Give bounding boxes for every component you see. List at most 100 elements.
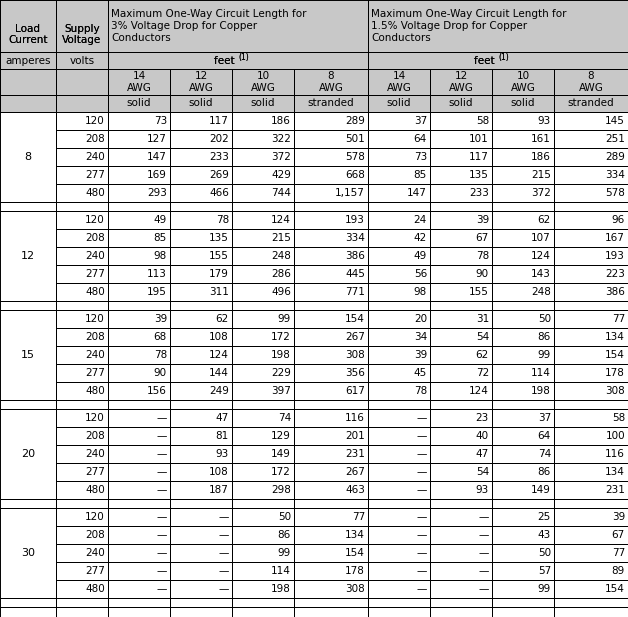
Bar: [0, 508, 56, 598]
Text: 134: 134: [605, 467, 625, 477]
Bar: [554, 382, 628, 400]
Bar: [492, 364, 554, 382]
Text: 78: 78: [476, 251, 489, 261]
Bar: [430, 544, 492, 562]
Bar: [108, 499, 170, 508]
Bar: [56, 481, 108, 499]
Bar: [170, 364, 232, 382]
Bar: [56, 148, 108, 166]
Bar: [232, 427, 294, 445]
Bar: [56, 166, 108, 184]
Text: —: —: [156, 467, 167, 477]
Text: Maximum One-Way Circuit Length for
1.5% Voltage Drop for Copper
Conductors: Maximum One-Way Circuit Length for 1.5% …: [371, 9, 566, 43]
Text: 240: 240: [85, 449, 105, 459]
Text: 81: 81: [216, 431, 229, 441]
Bar: [554, 400, 628, 409]
Bar: [108, 301, 170, 310]
Bar: [56, 0, 108, 69]
Text: 34: 34: [414, 332, 427, 342]
Bar: [492, 445, 554, 463]
Text: feet: feet: [214, 56, 238, 65]
Bar: [294, 544, 368, 562]
Bar: [430, 580, 492, 598]
Bar: [232, 328, 294, 346]
Text: feet: feet: [214, 56, 238, 65]
Bar: [430, 598, 492, 607]
Bar: [294, 265, 368, 283]
Bar: [492, 499, 554, 508]
Bar: [430, 562, 492, 580]
Text: —: —: [156, 584, 167, 594]
Text: 64: 64: [538, 431, 551, 441]
Bar: [170, 364, 232, 382]
Text: (1): (1): [238, 53, 249, 62]
Bar: [294, 95, 368, 112]
Bar: [294, 211, 368, 229]
Bar: [0, 598, 56, 607]
Bar: [108, 95, 170, 112]
Bar: [170, 130, 232, 148]
Text: —: —: [416, 413, 427, 423]
Bar: [554, 229, 628, 247]
Text: Load
Current: Load Current: [8, 23, 48, 45]
Text: 116: 116: [605, 449, 625, 459]
Text: —: —: [479, 566, 489, 576]
Bar: [170, 69, 232, 95]
Bar: [368, 310, 430, 328]
Bar: [492, 283, 554, 301]
Bar: [294, 130, 368, 148]
Text: 77: 77: [612, 548, 625, 558]
Text: 445: 445: [345, 269, 365, 279]
Text: —: —: [219, 530, 229, 540]
Bar: [430, 400, 492, 409]
Bar: [108, 598, 170, 607]
Text: 93: 93: [476, 485, 489, 495]
Bar: [294, 409, 368, 427]
Bar: [554, 508, 628, 526]
Text: 308: 308: [345, 584, 365, 594]
Bar: [56, 310, 108, 328]
Bar: [108, 364, 170, 382]
Text: 156: 156: [147, 386, 167, 396]
Bar: [170, 427, 232, 445]
Bar: [170, 481, 232, 499]
Bar: [232, 310, 294, 328]
Bar: [108, 346, 170, 364]
Text: solid: solid: [511, 99, 535, 109]
Bar: [492, 562, 554, 580]
Bar: [56, 69, 108, 95]
Text: 480: 480: [85, 584, 105, 594]
Bar: [430, 229, 492, 247]
Text: —: —: [219, 512, 229, 522]
Bar: [0, 52, 56, 69]
Bar: [294, 400, 368, 409]
Bar: [232, 148, 294, 166]
Bar: [430, 130, 492, 148]
Text: 186: 186: [531, 152, 551, 162]
Bar: [492, 382, 554, 400]
Bar: [56, 229, 108, 247]
Bar: [232, 130, 294, 148]
Bar: [554, 211, 628, 229]
Text: solid: solid: [387, 99, 411, 109]
Bar: [492, 265, 554, 283]
Bar: [170, 148, 232, 166]
Text: —: —: [479, 548, 489, 558]
Text: 117: 117: [209, 116, 229, 126]
Bar: [232, 166, 294, 184]
Text: —: —: [416, 431, 427, 441]
Text: amperes: amperes: [5, 56, 51, 65]
Bar: [170, 310, 232, 328]
Text: 277: 277: [85, 368, 105, 378]
Bar: [368, 508, 430, 526]
Bar: [294, 202, 368, 211]
Bar: [108, 247, 170, 265]
Text: —: —: [416, 548, 427, 558]
Bar: [294, 427, 368, 445]
Bar: [554, 95, 628, 112]
Text: 251: 251: [605, 134, 625, 144]
Bar: [554, 382, 628, 400]
Bar: [294, 301, 368, 310]
Bar: [492, 526, 554, 544]
Bar: [554, 283, 628, 301]
